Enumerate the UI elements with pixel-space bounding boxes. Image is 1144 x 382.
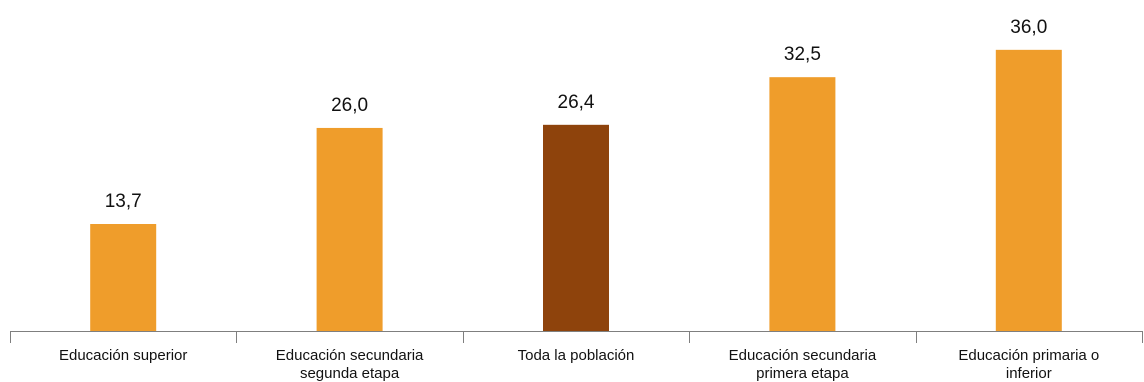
category-labels: Educación superior Educación secundaria se… [59, 347, 1099, 382]
category-label: Toda la población [518, 347, 635, 364]
category-label-line: segunda etapa [300, 365, 400, 382]
bar-value-label: 26,4 [558, 92, 595, 113]
bar-value-label: 36,0 [1010, 17, 1047, 38]
category-label: Educación superior [59, 347, 187, 364]
category-label-line: Toda la población [518, 347, 635, 364]
category-label-line: inferior [1006, 365, 1052, 382]
bar [90, 224, 157, 331]
value-labels: 13,7 26,0 26,4 32,5 36,0 [105, 17, 1048, 212]
category-label-line: Educación secundaria [729, 347, 877, 364]
category-label-line: Educación superior [59, 347, 187, 364]
category-label-line: Educación secundaria [276, 347, 424, 364]
bar-value-label: 26,0 [331, 95, 368, 116]
bar [995, 49, 1062, 332]
category-label: Educación primaria o inferior [958, 347, 1099, 382]
bar-highlight [543, 124, 609, 331]
bar-value-label: 13,7 [105, 191, 142, 212]
category-label: Educación secundaria segunda etapa [276, 347, 424, 382]
category-label-line: primera etapa [756, 365, 849, 382]
bar-value-label: 32,5 [784, 44, 821, 65]
category-label: Educación secundaria primera etapa [729, 347, 877, 382]
bars-layer [90, 49, 1062, 332]
bar [769, 77, 836, 331]
axis-layer [10, 331, 1143, 343]
bar [316, 127, 383, 331]
category-label-line: Educación primaria o [958, 347, 1099, 364]
